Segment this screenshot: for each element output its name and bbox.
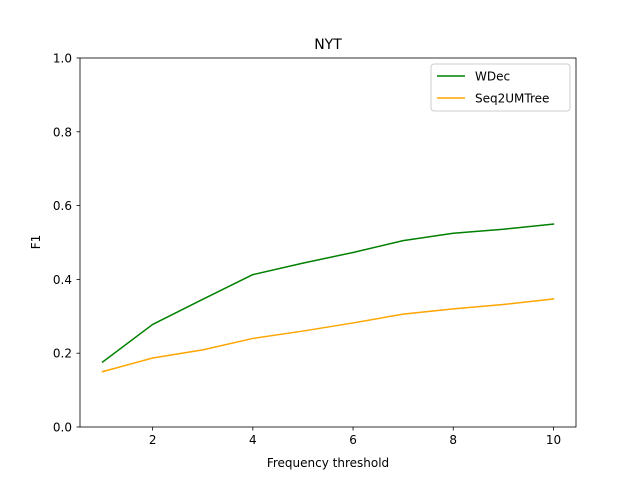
y-tick-label: 0.8 <box>53 125 72 139</box>
legend-label-wdec: WDec <box>475 70 510 84</box>
y-axis-title: F1 <box>29 235 43 250</box>
plot-area <box>101 223 555 373</box>
series-line-seq2umtree <box>101 298 555 373</box>
y-tick-label: 0.0 <box>53 421 72 435</box>
x-axis-title: Frequency threshold <box>267 456 389 470</box>
y-tick-label: 0.6 <box>53 199 72 213</box>
y-tick-label: 1.0 <box>53 52 72 66</box>
x-tick-label: 4 <box>249 433 257 447</box>
x-tick-label: 8 <box>449 433 457 447</box>
axes-frame <box>79 57 577 428</box>
x-tick-label: 10 <box>546 433 561 447</box>
legend-box <box>430 63 571 112</box>
x-tick-label: 6 <box>349 433 357 447</box>
legend: WDec Seq2UMTree <box>430 63 571 112</box>
series-line-wdec <box>101 223 555 364</box>
chart-title: NYT <box>314 37 342 53</box>
y-tick-label: 0.2 <box>53 347 72 361</box>
x-tick-label: 2 <box>149 433 157 447</box>
axes: 2 4 6 8 10 0.0 0.2 0.4 0.6 0.8 1.0 <box>53 52 577 447</box>
y-tick-label: 0.4 <box>53 273 72 287</box>
legend-label-seq2umtree: Seq2UMTree <box>475 92 549 106</box>
